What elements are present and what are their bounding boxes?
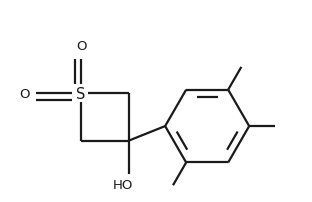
- Text: HO: HO: [113, 178, 133, 191]
- Text: O: O: [76, 40, 86, 53]
- Text: S: S: [76, 86, 86, 101]
- Text: O: O: [19, 87, 30, 100]
